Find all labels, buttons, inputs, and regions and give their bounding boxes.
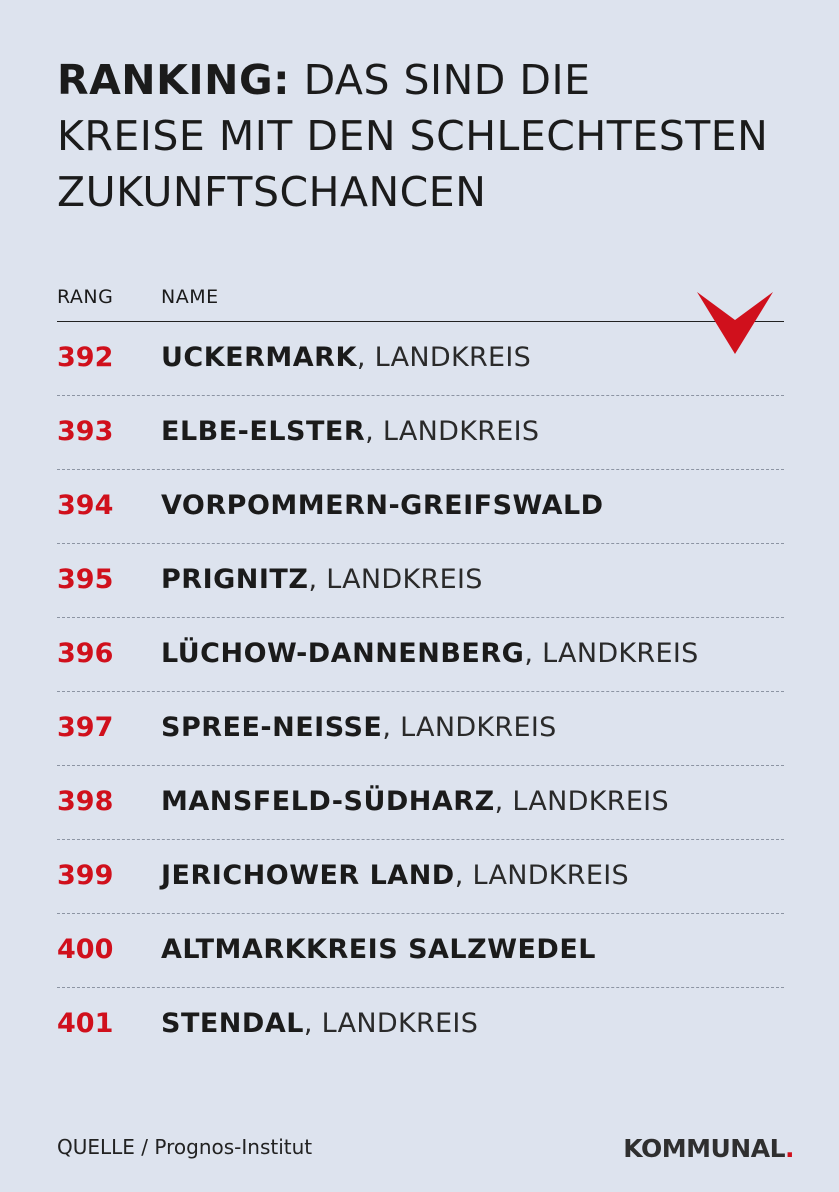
table-row: 401 STENDAL, LANDKREIS bbox=[57, 988, 784, 1061]
district-name: MANSFELD-SÜDHARZ, LANDKREIS bbox=[161, 786, 669, 817]
district-name: LÜCHOW-DANNENBERG, LANDKREIS bbox=[161, 638, 699, 669]
table-row: 395 PRIGNITZ, LANDKREIS bbox=[57, 544, 784, 618]
district-name-main: JERICHOWER LAND bbox=[161, 860, 455, 891]
table-row: 396 LÜCHOW-DANNENBERG, LANDKREIS bbox=[57, 618, 784, 692]
title-line2: KREISE MIT DEN SCHLECHTESTEN bbox=[57, 112, 769, 160]
district-name-main: VORPOMMERN-GREIFSWALD bbox=[161, 490, 604, 521]
title-bold: RANKING: bbox=[57, 56, 291, 104]
district-name: PRIGNITZ, LANDKREIS bbox=[161, 564, 483, 595]
district-name-main: UCKERMARK bbox=[161, 342, 357, 373]
rank-number: 398 bbox=[57, 786, 114, 817]
rank-number: 395 bbox=[57, 564, 114, 595]
district-name: UCKERMARK, LANDKREIS bbox=[161, 342, 531, 373]
rank-number: 392 bbox=[57, 342, 114, 373]
district-name-main: MANSFELD-SÜDHARZ bbox=[161, 786, 495, 817]
district-type: , LANDKREIS bbox=[308, 564, 483, 595]
district-type: , LANDKREIS bbox=[356, 342, 532, 373]
header-divider bbox=[57, 321, 784, 322]
table-row: 397 SPREE-NEISSE, LANDKREIS bbox=[57, 692, 784, 766]
rank-number: 400 bbox=[57, 934, 114, 965]
district-name-main: SPREE-NEISSE bbox=[161, 712, 383, 743]
table-row: 399 JERICHOWER LAND, LANDKREIS bbox=[57, 840, 784, 914]
district-name: STENDAL, LANDKREIS bbox=[161, 1008, 478, 1039]
district-type: , LANDKREIS bbox=[494, 786, 669, 817]
table-row: 394 VORPOMMERN-GREIFSWALD bbox=[57, 470, 784, 544]
district-name: JERICHOWER LAND, LANDKREIS bbox=[161, 860, 629, 891]
district-type: , LANDKREIS bbox=[382, 712, 557, 743]
ranking-list: 392 UCKERMARK, LANDKREIS 393 ELBE-ELSTER, L… bbox=[57, 322, 784, 1061]
column-header-rank: RANG bbox=[57, 286, 114, 308]
district-name: VORPOMMERN-GREIFSWALD bbox=[161, 490, 604, 521]
rank-number: 399 bbox=[57, 860, 114, 891]
district-name-main: PRIGNITZ bbox=[161, 564, 309, 595]
district-name-main: STENDAL bbox=[161, 1008, 304, 1039]
rank-number: 393 bbox=[57, 416, 114, 447]
table-row: 393 ELBE-ELSTER, LANDKREIS bbox=[57, 396, 784, 470]
district-type: , LANDKREIS bbox=[454, 860, 629, 891]
district-type: , LANDKREIS bbox=[303, 1008, 479, 1039]
table-row: 398 MANSFELD-SÜDHARZ, LANDKREIS bbox=[57, 766, 784, 840]
district-name: ELBE-ELSTER, LANDKREIS bbox=[161, 416, 539, 447]
down-arrow-icon bbox=[697, 292, 773, 354]
district-name-main: ELBE-ELSTER bbox=[161, 416, 366, 447]
title-line3: ZUKUNFTSCHANCEN bbox=[57, 168, 487, 216]
page-title: RANKING: DAS SIND DIE KREISE MIT DEN SCH… bbox=[57, 52, 817, 220]
rank-number: 401 bbox=[57, 1008, 114, 1039]
logo-dot: . bbox=[785, 1134, 795, 1163]
source-note: QUELLE / Prognos-Institut bbox=[57, 1135, 313, 1159]
table-row: 392 UCKERMARK, LANDKREIS bbox=[57, 322, 784, 396]
district-type: , LANDKREIS bbox=[365, 416, 540, 447]
district-name-main: ALTMARKKREIS SALZWEDEL bbox=[161, 934, 596, 965]
rank-number: 397 bbox=[57, 712, 114, 743]
column-header-name: NAME bbox=[161, 286, 219, 308]
district-name-main: LÜCHOW-DANNENBERG bbox=[161, 638, 525, 669]
district-name: SPREE-NEISSE, LANDKREIS bbox=[161, 712, 557, 743]
rank-number: 394 bbox=[57, 490, 114, 521]
logo-text: KOMMUNAL bbox=[623, 1134, 785, 1163]
rank-number: 396 bbox=[57, 638, 114, 669]
title-line1: DAS SIND DIE bbox=[303, 56, 591, 104]
district-type: , LANDKREIS bbox=[524, 638, 699, 669]
district-name: ALTMARKKREIS SALZWEDEL bbox=[161, 934, 596, 965]
table-row: 400 ALTMARKKREIS SALZWEDEL bbox=[57, 914, 784, 988]
brand-logo: KOMMUNAL. bbox=[623, 1134, 794, 1163]
